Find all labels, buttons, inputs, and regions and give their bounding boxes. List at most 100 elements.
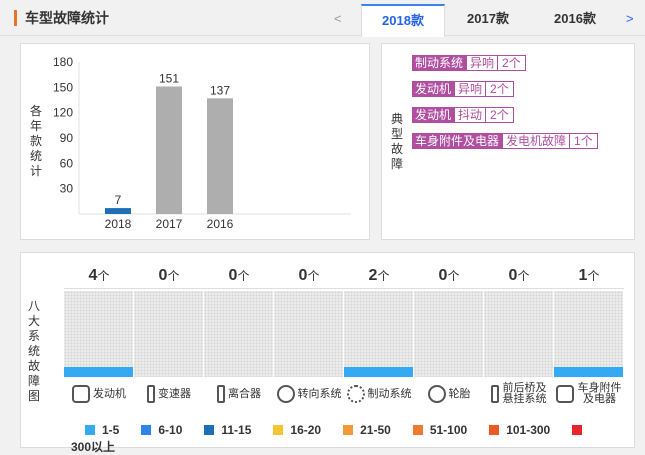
typical-faults-panel: 典型故障 制动系统 异响 2个 发动机 异响 2个 发动机 抖动 2个 车身附件…	[381, 43, 635, 240]
bar-value-label: 151	[159, 71, 179, 85]
tab-2018[interactable]: 2018款	[361, 4, 445, 37]
system-body[interactable]: 车身附件及电器	[554, 381, 624, 407]
x-tick-label: 2018	[105, 217, 132, 231]
system-gearbox[interactable]: 变速器	[134, 381, 204, 407]
system-column	[64, 291, 134, 377]
tire-icon	[427, 385, 446, 403]
system-column	[344, 291, 414, 377]
legend: 1-5 6-10 11-15 16-20 21-50 51-100 101-300	[85, 423, 625, 437]
y-tick-label: 30	[60, 182, 74, 196]
legend-item: 1-5	[85, 423, 119, 437]
system-column	[204, 291, 274, 377]
bar[interactable]	[105, 208, 131, 214]
system-suspension[interactable]: 前后桥及悬挂系统	[484, 381, 554, 407]
y-tick-label: 60	[60, 156, 74, 170]
fault-issue: 异响	[454, 81, 487, 97]
legend-swatch	[85, 425, 95, 435]
system-count: 0个	[298, 267, 320, 284]
fault-system: 车身附件及电器	[412, 133, 503, 149]
faults-label: 典型故障	[390, 112, 403, 171]
fault-issue: 异响	[466, 55, 499, 71]
fault-issue: 发电机故障	[502, 133, 571, 149]
year-chart-panel: 各年款统计 180 150 120 90 60 30 7 2018 151 2017 137 2016	[20, 43, 370, 240]
legend-label: 6-10	[158, 423, 183, 437]
fault-system: 制动系统	[412, 55, 467, 71]
gearshift-icon	[147, 385, 155, 403]
clutch-icon	[217, 385, 225, 403]
y-tick-label: 150	[53, 80, 73, 94]
legend-item: 6-10	[141, 423, 182, 437]
legend-item: 51-100	[412, 423, 468, 437]
system-column	[414, 291, 484, 377]
system-count: 0个	[438, 267, 460, 284]
legend-swatch	[141, 425, 152, 435]
system-column	[274, 291, 344, 377]
y-tick-label: 90	[60, 131, 74, 145]
fault-level-fill	[344, 367, 413, 377]
y-tick-label: 120	[53, 106, 73, 120]
legend-label: 101-300	[506, 423, 551, 437]
fault-system: 发动机	[412, 107, 455, 123]
legend-item	[572, 423, 589, 437]
bar-value-label: 7	[115, 193, 122, 207]
legend-swatch	[204, 425, 215, 435]
chart-ylabel: 各年款统计	[29, 104, 42, 178]
legend-label: 300以上	[71, 440, 116, 454]
fault-item[interactable]: 制动系统 异响 2个	[412, 55, 526, 71]
fault-item[interactable]: 发动机 抖动 2个	[412, 107, 514, 123]
system-column	[134, 291, 204, 377]
system-steering[interactable]: 转向系统	[274, 381, 344, 407]
system-tire[interactable]: 轮胎	[414, 381, 484, 407]
system-fault-grid	[64, 291, 624, 377]
system-counts: 4个 0个 0个 0个 2个 0个 0个 1个	[64, 263, 624, 289]
legend-item: 21-50	[343, 423, 391, 437]
fault-item[interactable]: 车身附件及电器 发电机故障 1个	[412, 133, 598, 149]
system-column	[554, 291, 624, 377]
system-engine[interactable]: 发动机	[64, 381, 134, 407]
page-title: 车型故障统计	[14, 10, 109, 26]
legend-label: 21-50	[360, 423, 391, 437]
fault-level-fill	[64, 367, 133, 377]
body-electric-icon	[555, 385, 574, 403]
tab-2017[interactable]: 2017款	[467, 11, 509, 26]
legend-item: 101-300	[489, 423, 550, 437]
legend-label: 1-5	[102, 423, 120, 437]
legend-swatch	[489, 425, 500, 435]
legend-item: 16-20	[273, 423, 321, 437]
fault-item[interactable]: 发动机 异响 2个	[412, 81, 514, 97]
legend-swatch	[343, 425, 354, 435]
system-count: 4个	[88, 267, 110, 284]
x-tick-label: 2016	[207, 217, 234, 231]
system-count: 1个	[578, 267, 600, 284]
y-tick-label: 180	[53, 55, 73, 69]
system-count: 0个	[158, 267, 180, 284]
legend-swatch	[572, 425, 583, 435]
legend-item: 11-15	[204, 423, 251, 437]
systems-label: 八大系统故障图	[27, 299, 40, 403]
legend-label: 16-20	[290, 423, 322, 437]
systems-panel: 八大系统故障图 4个 0个 0个 0个 2个 0个 0个 1个 发动机 变速器 …	[20, 252, 635, 454]
steering-wheel-icon	[276, 385, 295, 403]
bar-chart: 180 150 120 90 60 30 7 2018 151 2017 137 2016	[53, 55, 351, 231]
system-brake[interactable]: 制动系统	[344, 381, 414, 407]
system-count: 0个	[508, 267, 530, 284]
prev-arrow-icon[interactable]: <	[334, 11, 342, 26]
fault-count: 2个	[486, 107, 514, 123]
x-tick-label: 2017	[156, 217, 183, 231]
fault-level-fill	[554, 367, 623, 377]
legend-swatch	[412, 425, 423, 435]
bar[interactable]	[207, 98, 233, 214]
system-count: 0个	[228, 267, 250, 284]
next-arrow-icon[interactable]: >	[626, 11, 634, 26]
system-clutch[interactable]: 离合器	[204, 381, 274, 407]
engine-icon	[72, 385, 90, 403]
bar-value-label: 137	[210, 83, 230, 97]
legend-label: 11-15	[221, 423, 252, 437]
fault-count: 1个	[570, 133, 598, 149]
fault-issue: 抖动	[454, 107, 487, 123]
brake-disc-icon	[346, 385, 365, 403]
legend-label: 51-100	[429, 423, 468, 437]
tab-2016[interactable]: 2016款	[554, 11, 596, 26]
suspension-icon	[490, 385, 499, 403]
bar[interactable]	[156, 86, 182, 214]
